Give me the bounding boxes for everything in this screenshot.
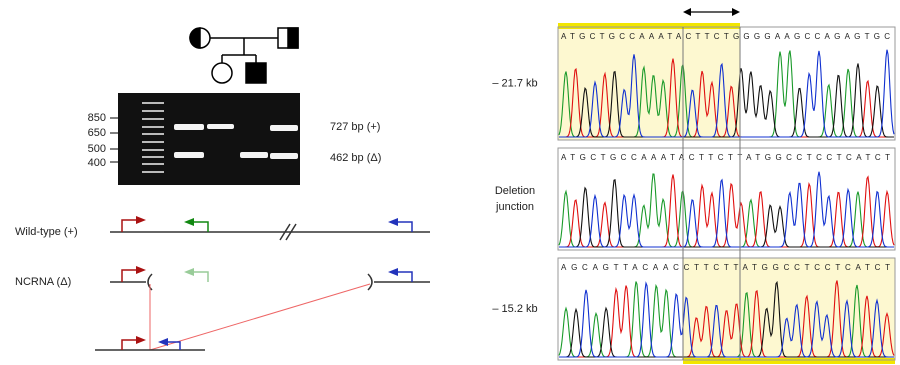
chromatogram-label: – 21.7 kb bbox=[492, 77, 537, 89]
highlight-bar bbox=[558, 23, 740, 29]
highlight bbox=[683, 258, 895, 360]
wild-type-label: Wild-type (+) bbox=[15, 226, 78, 238]
chromatogram-label: – 15.2 kb bbox=[492, 303, 537, 315]
chromatogram-label: junction bbox=[495, 201, 534, 213]
chromatogram-label: Deletion bbox=[495, 185, 535, 197]
sequence: ATGCTGCCAAATACTTCTGGGGAAGCCAGAGTGC bbox=[561, 32, 890, 41]
ladder-label: 850 bbox=[88, 112, 106, 124]
schematic: Wild-type (+) NCRNA (Δ) bbox=[15, 216, 430, 350]
sequence: ATGCTGCCAAATACTTCTTATGGCCTCCTCATCT bbox=[561, 153, 890, 162]
band-label: 727 bp (+) bbox=[330, 121, 380, 133]
deletion-label: NCRNA (Δ) bbox=[15, 276, 71, 288]
figure: 850 650 500 400 727 bp (+) 462 bp (Δ) Wi… bbox=[0, 0, 900, 365]
highlight-bar bbox=[683, 358, 895, 364]
ladder-label: 650 bbox=[88, 127, 106, 139]
gel: 850 650 500 400 727 bp (+) 462 bp (Δ) bbox=[88, 93, 382, 185]
ladder-label: 400 bbox=[88, 157, 106, 169]
pedigree bbox=[190, 28, 298, 83]
junction-arrow bbox=[683, 8, 740, 16]
ladder-label: 500 bbox=[88, 143, 106, 155]
band-label: 462 bp (Δ) bbox=[330, 152, 381, 164]
chromatograms: ATGCTGCCAAATACTTCTGGGGAAGCCAGAGTGC – 21.7… bbox=[492, 23, 895, 364]
